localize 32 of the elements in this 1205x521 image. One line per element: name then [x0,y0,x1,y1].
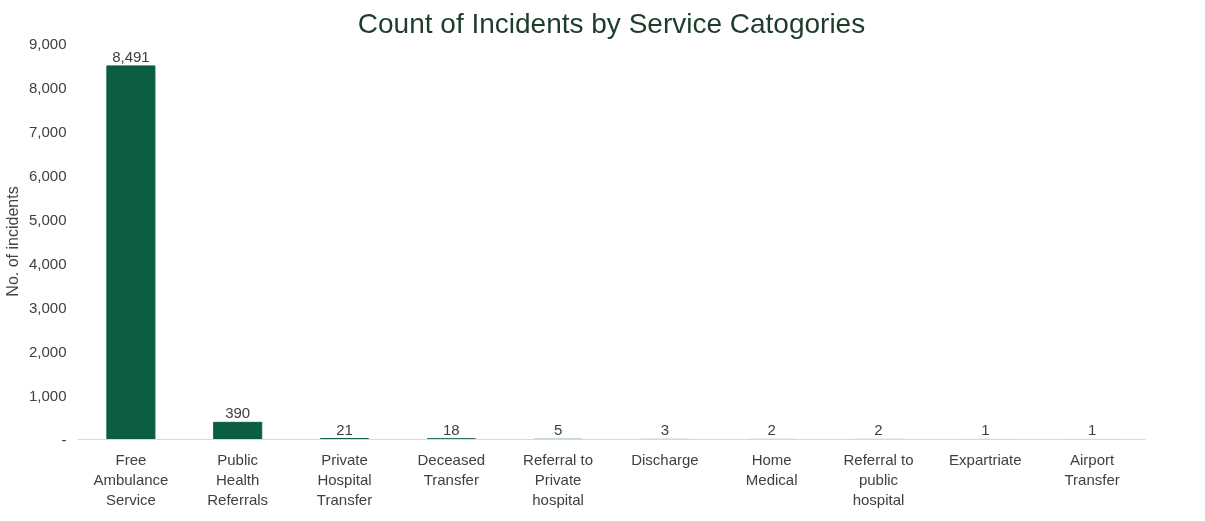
y-tick-label: 8,000 [28,78,67,96]
y-tick-label: 1,000 [28,386,67,404]
y-tick-label: 9,000 [28,34,67,52]
x-tick-label: Expartriate [949,450,1022,468]
y-tick-label: 2,000 [28,342,67,360]
data-label: 1 [1087,421,1097,439]
data-label: 1 [981,421,990,439]
y-tick-label: 7,000 [28,122,67,140]
data-label: 3 [660,421,670,439]
x-tick-label: Referral to public hospital [843,450,914,509]
data-label: 5 [553,421,563,439]
x-tick-label: Referral to Private hospital [523,450,594,509]
x-tick-label: Free Ambulance Service [93,450,169,509]
data-label: 2 [767,421,776,439]
data-label: 2 [874,421,883,439]
x-tick-label: Private Hospital Transfer [316,450,373,509]
x-tick-label: Home Medical [745,450,798,488]
y-axis-title: No. of incidents [3,186,21,297]
y-tick-label: 5,000 [28,210,67,228]
x-tick-label: Discharge [631,450,699,468]
data-label: 18 [442,420,460,438]
y-tick-label: - [61,430,67,448]
y-tick-label: 3,000 [28,298,67,316]
y-tick-label: 6,000 [28,166,67,184]
x-tick-label: Deceased Transfer [417,450,486,488]
y-tick-label: 4,000 [28,254,67,272]
x-tick-label: Public Health Referrals [207,450,269,509]
data-label: 21 [336,420,353,438]
chart-title: Count of Incidents by Service Catogories [357,7,866,39]
data-label: 390 [225,404,251,422]
data-label: 8,491 [112,47,150,65]
x-tick-label: Airport Transfer [1064,450,1120,488]
